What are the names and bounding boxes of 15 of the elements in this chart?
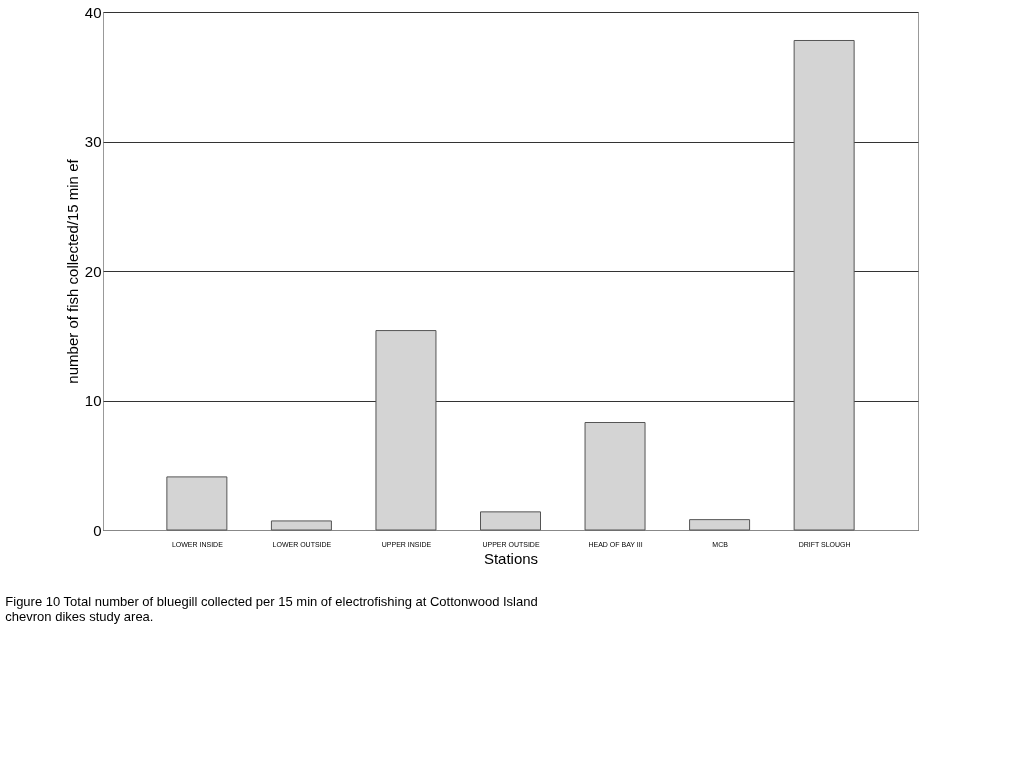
bar (689, 519, 751, 531)
x-axis-title: Stations (483, 549, 539, 567)
bar (793, 39, 855, 531)
y-tick-label: 0 (93, 521, 102, 539)
y-tick-label: 30 (84, 133, 102, 150)
bar (270, 520, 332, 531)
bar (584, 422, 646, 531)
y-tick-label: 10 (84, 392, 102, 409)
y-tick-label: 40 (84, 3, 102, 21)
y-axis-title: number of fish collected/15 min ef (63, 158, 81, 384)
bar (375, 330, 437, 531)
bar (166, 476, 228, 531)
y-tick-label: 20 (84, 262, 102, 280)
bar (480, 511, 541, 531)
caption: Figure 10 Total number of bluegill collected per 15 min of electrofishing at Cottonwood Island chevron dikes study area. (5, 594, 538, 624)
